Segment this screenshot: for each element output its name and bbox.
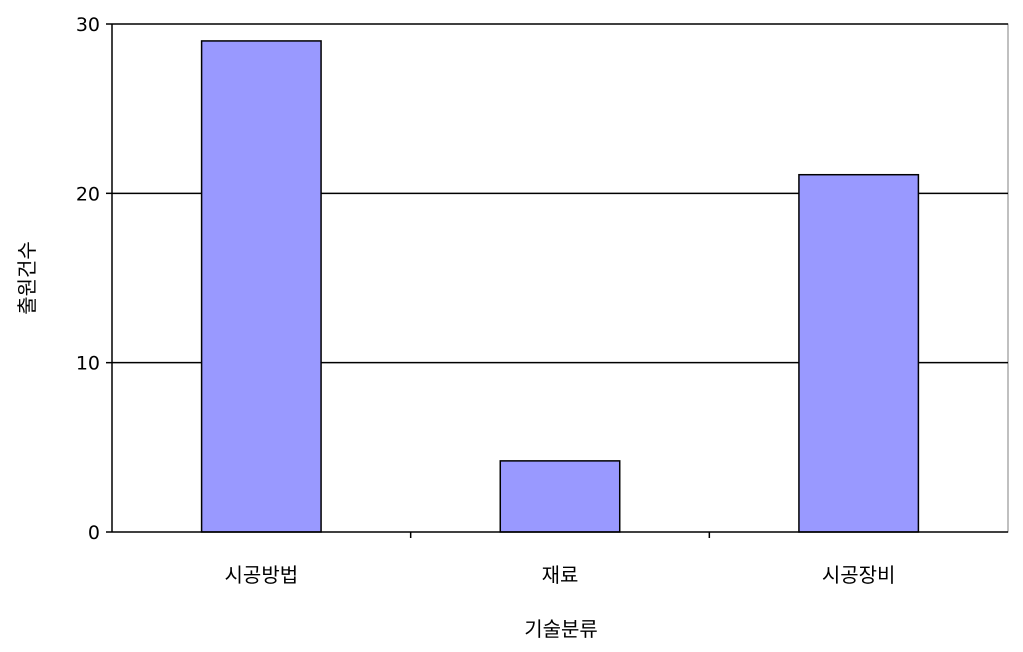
x-tick-label-0: 시공방법 [225,563,299,587]
bar-0 [200,40,322,533]
x-tick-label-2: 시공장비 [822,563,896,587]
axes [106,23,1008,538]
y-tick-label-10: 10 [76,353,100,375]
tick-labels: 0 10 20 30 시공방법 재료 시공장비 [76,14,896,587]
bars [200,40,920,533]
x-axis-title: 기술분류 [524,617,598,641]
y-tick-label-20: 20 [76,183,100,205]
bar-1 [499,460,621,533]
bar-2 [798,173,920,533]
y-axis-title: 출원건수 [15,241,39,315]
y-tick-label-30: 30 [76,14,100,36]
y-tick-label-0: 0 [88,522,100,544]
x-tick-label-1: 재료 [542,563,579,587]
